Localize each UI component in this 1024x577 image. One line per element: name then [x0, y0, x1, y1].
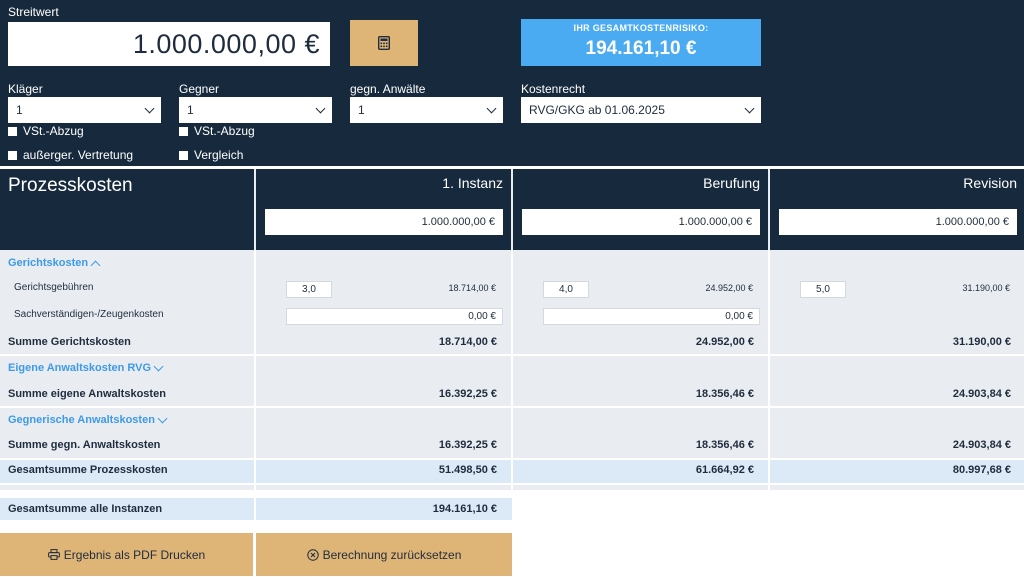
summe-eigene-value-2: 18.356,46 € [695, 388, 754, 400]
column-divider [511, 169, 513, 250]
anwaelte-label: gegn. Anwälte [350, 82, 426, 96]
column-divider [511, 250, 513, 490]
gerichtsgebuehren-value-2: 24.952,00 € [705, 283, 753, 293]
reset-button[interactable]: Berechnung zurücksetzen [256, 533, 512, 576]
column-divider [768, 169, 770, 250]
gerichtsgebuehren-label: Gerichtsgebühren [14, 282, 94, 293]
summe-gegn-value-3: 24.903,84 € [952, 439, 1011, 451]
printer-icon [47, 549, 60, 560]
anwaelte-select-value: 1 [358, 103, 365, 117]
gegnerische-anwaltskosten-label: Gegnerische Anwaltskosten [8, 414, 155, 426]
gegnerische-anwaltskosten-toggle[interactable]: Gegnerische Anwaltskosten [8, 413, 168, 426]
total-risk-value: 194.161,10 € [585, 38, 697, 59]
chevron-down-icon [144, 103, 155, 114]
instance-streitwert-input-1[interactable]: 1.000.000,00 € [265, 209, 503, 235]
gebuehren-faktor-input-3[interactable]: 5,0 [800, 281, 846, 298]
ausserger-vertretung-label: außerger. Vertretung [23, 148, 134, 162]
column-divider [768, 250, 770, 490]
streitwert-label: Streitwert [8, 5, 59, 19]
gesamtsumme-value-1: 51.498,50 € [438, 464, 497, 476]
cost-table-header: Prozesskosten 1. Instanz Berufung Revisi… [0, 169, 1024, 250]
klaeger-select-value: 1 [16, 103, 23, 117]
summe-gerichtskosten-label: Summe Gerichtskosten [8, 336, 131, 348]
chevron-up-icon [90, 260, 101, 270]
kostenrecht-label: Kostenrecht [521, 82, 586, 96]
gesamtsumme-alle-label: Gesamtsumme alle Instanzen [8, 503, 163, 515]
checkbox-box [8, 126, 17, 136]
reset-label: Berechnung zurücksetzen [322, 547, 462, 562]
instance-title-3: Revision [963, 175, 1017, 191]
klaeger-label: Kläger [8, 82, 43, 96]
gerichtskosten-label: Gerichtskosten [8, 257, 89, 269]
summe-eigene-value-3: 24.903,84 € [952, 388, 1011, 400]
anwaelte-select[interactable]: 1 [350, 97, 503, 123]
summe-gerichtskosten-value-2: 24.952,00 € [695, 336, 754, 348]
streitwert-input[interactable]: 1.000.000,00 € [8, 22, 330, 66]
column-divider [254, 169, 256, 250]
chevron-down-icon [157, 413, 168, 424]
pdf-print-label: Ergebnis als PDF Drucken [63, 547, 206, 562]
instance-streitwert-input-2[interactable]: 1.000.000,00 € [522, 209, 760, 235]
summe-eigene-label: Summe eigene Anwaltskosten [8, 388, 166, 400]
eigene-anwaltskosten-label: Eigene Anwaltskosten RVG [8, 362, 152, 374]
gebuehren-faktor-input-1[interactable]: 3,0 [286, 281, 332, 298]
gesamtsumme-value-2: 61.664,92 € [695, 464, 754, 476]
summe-gegn-value-2: 18.356,46 € [695, 439, 754, 451]
gerichtsgebuehren-value-3: 31.190,00 € [962, 283, 1010, 293]
column-divider [254, 498, 256, 520]
gerichtsgebuehren-value-1: 18.714,00 € [448, 283, 496, 293]
gesamtsumme-label: Gesamtsumme Prozesskosten [8, 464, 168, 476]
gesamtsumme-alle-value: 194.161,10 € [432, 503, 497, 515]
settings-panel: Streitwert 1.000.000,00 € IHR GESAMTKOST… [0, 0, 1024, 166]
gesamtsumme-value-3: 80.997,68 € [952, 464, 1011, 476]
sachverstaendigen-input-1[interactable]: 0,00 € [286, 308, 503, 325]
sachverstaendigen-label: Sachverständigen-/Zeugenkosten [14, 309, 164, 320]
eigene-anwaltskosten-toggle[interactable]: Eigene Anwaltskosten RVG [8, 361, 164, 374]
total-risk-title: IHR GESAMTKOSTENRISIKO: [573, 23, 709, 33]
checkbox-box [179, 150, 188, 160]
calculator-icon [378, 36, 390, 50]
gesamtsumme-alle-row: Gesamtsumme alle Instanzen 194.161,10 € [0, 498, 512, 520]
calculate-button[interactable] [350, 20, 418, 66]
chevron-down-icon [315, 103, 326, 114]
vst-abzug-klaeger-checkbox[interactable]: VSt.-Abzug [8, 124, 84, 138]
checkbox-box [179, 126, 188, 136]
checkbox-box [8, 150, 17, 160]
kostenrecht-select[interactable]: RVG/GKG ab 01.06.2025 [521, 97, 761, 123]
chevron-down-icon [486, 103, 497, 114]
gerichtskosten-toggle[interactable]: Gerichtskosten [8, 257, 101, 270]
instance-streitwert-input-3[interactable]: 1.000.000,00 € [779, 209, 1017, 235]
chevron-down-icon [744, 103, 755, 114]
column-divider [254, 250, 256, 490]
summe-gegn-label: Summe gegn. Anwaltskosten [8, 439, 161, 451]
instance-title-2: Berufung [703, 175, 760, 191]
vergleich-checkbox[interactable]: Vergleich [179, 148, 243, 162]
vst-abzug-gegner-checkbox[interactable]: VSt.-Abzug [179, 124, 255, 138]
gegner-select-value: 1 [187, 103, 194, 117]
summe-gegn-value-1: 16.392,25 € [438, 439, 497, 451]
summe-gerichtskosten-value-3: 31.190,00 € [952, 336, 1011, 348]
vergleich-label: Vergleich [194, 148, 244, 162]
gegner-label: Gegner [179, 82, 220, 96]
summe-eigene-value-1: 16.392,25 € [438, 388, 497, 400]
kostenrecht-select-value: RVG/GKG ab 01.06.2025 [529, 103, 665, 117]
instance-title-1: 1. Instanz [442, 175, 503, 191]
klaeger-select[interactable]: 1 [8, 97, 161, 123]
sachverstaendigen-input-2[interactable]: 0,00 € [543, 308, 760, 325]
vst-abzug-klaeger-label: VSt.-Abzug [23, 124, 84, 138]
chevron-down-icon [153, 361, 164, 372]
total-risk-box: IHR GESAMTKOSTENRISIKO: 194.161,10 € [521, 19, 761, 66]
pdf-print-button[interactable]: Ergebnis als PDF Drucken [0, 533, 253, 576]
table-title: Prozesskosten [8, 175, 133, 196]
gebuehren-faktor-input-2[interactable]: 4,0 [543, 281, 589, 298]
close-circle-icon [306, 548, 319, 561]
gegner-select[interactable]: 1 [179, 97, 332, 123]
vst-abzug-gegner-label: VSt.-Abzug [194, 124, 255, 138]
summe-gerichtskosten-value-1: 18.714,00 € [438, 336, 497, 348]
ausserger-vertretung-checkbox[interactable]: außerger. Vertretung [8, 148, 133, 162]
